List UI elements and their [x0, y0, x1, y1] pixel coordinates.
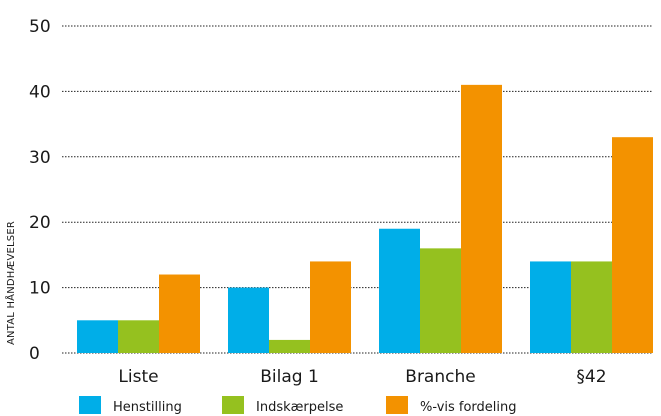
bar-henstilling-1: [228, 287, 269, 353]
y-axis-label: ANTAL HÅNDHÆVELSER: [4, 221, 17, 345]
y-tick-labels: 0 10 20 30 40 50: [29, 17, 51, 364]
bar-indsk-rpelse-1: [269, 339, 310, 353]
bar-henstilling-2: [379, 228, 420, 353]
bar-henstilling-3: [530, 261, 571, 353]
bar-vis-fordeling-1: [310, 261, 351, 353]
gridlines: [62, 25, 652, 354]
legend: Henstilling Indskærpelse %-vis fordeling: [79, 396, 517, 415]
y-tick-label: 40: [29, 82, 51, 102]
legend-label: %-vis fordeling: [420, 400, 517, 415]
bar-henstilling-0: [77, 320, 118, 353]
bar-vis-fordeling-2: [461, 84, 502, 354]
bars: [77, 84, 653, 354]
legend-swatch: [222, 396, 244, 414]
legend-label: Henstilling: [113, 400, 182, 415]
category-label: Liste: [118, 367, 158, 387]
bar-vis-fordeling-3: [612, 137, 653, 353]
category-label: Branche: [405, 367, 475, 387]
bar-vis-fordeling-0: [159, 274, 200, 353]
y-tick-label: 50: [29, 17, 51, 37]
bar-indsk-rpelse-2: [420, 248, 461, 353]
y-tick-label: 10: [29, 279, 51, 299]
category-label: §42: [576, 367, 606, 387]
y-tick-label: 20: [29, 213, 51, 233]
bar-indsk-rpelse-0: [118, 320, 159, 353]
category-label: Bilag 1: [260, 367, 319, 387]
legend-label: Indskærpelse: [256, 400, 343, 415]
category-labels: Liste Bilag 1 Branche §42: [118, 367, 606, 387]
legend-swatch: [386, 396, 408, 414]
bar-indsk-rpelse-3: [571, 261, 612, 353]
y-tick-label: 0: [29, 344, 40, 364]
legend-swatch: [79, 396, 101, 414]
y-tick-label: 30: [29, 148, 51, 168]
